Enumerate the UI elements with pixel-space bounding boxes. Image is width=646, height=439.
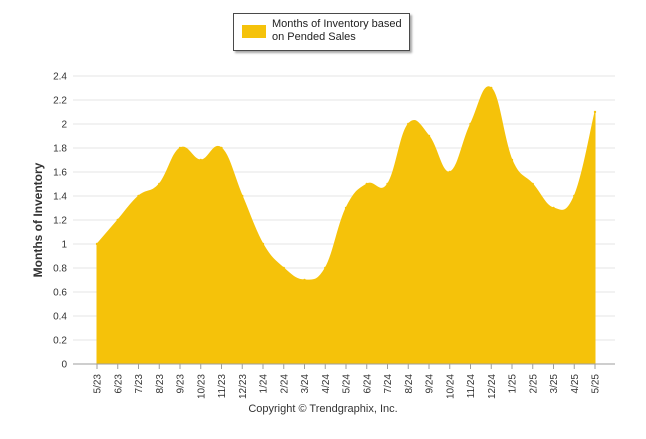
- y-tick-label: 0.2: [53, 336, 67, 347]
- data-point: [324, 266, 327, 270]
- y-tick-label: 0: [61, 360, 67, 371]
- x-tick-label: 11/23: [217, 374, 228, 399]
- data-point: [241, 194, 244, 198]
- data-point: [448, 170, 451, 174]
- x-tick-label: 10/24: [445, 374, 456, 399]
- legend-swatch: [242, 25, 266, 38]
- data-point: [158, 182, 161, 186]
- x-tick-label: 1/24: [259, 374, 270, 394]
- data-point: [199, 158, 202, 162]
- x-tick-label: 11/24: [466, 374, 477, 399]
- area-series: [96, 86, 596, 365]
- data-point: [95, 242, 99, 246]
- x-tick-label: 5/23: [93, 374, 104, 394]
- data-point: [490, 86, 493, 90]
- data-point: [282, 266, 285, 270]
- data-point: [407, 122, 410, 126]
- y-tick-label: 1.4: [53, 192, 67, 203]
- x-tick-label: 12/23: [238, 374, 249, 399]
- x-tick-label: 8/23: [155, 374, 166, 394]
- x-tick-label: 6/23: [113, 374, 124, 394]
- y-tick-label: 2: [61, 120, 67, 131]
- data-point: [116, 218, 119, 222]
- x-tick-label: 3/24: [300, 374, 311, 394]
- x-tick-label: 6/24: [362, 374, 373, 394]
- data-point: [593, 110, 597, 114]
- data-point: [427, 134, 431, 138]
- data-point: [573, 194, 576, 198]
- data-point: [365, 182, 368, 186]
- y-tick-label: 1.6: [53, 168, 67, 179]
- y-axis-title: Months of Inventory: [31, 162, 45, 277]
- x-tick-label: 7/23: [134, 374, 145, 394]
- y-tick-label: 0.4: [53, 312, 67, 323]
- y-tick-label: 2.4: [53, 72, 67, 83]
- data-point: [531, 182, 534, 186]
- x-tick-label: 2/25: [528, 374, 539, 394]
- x-tick-label: 5/25: [591, 374, 602, 394]
- y-tick-label: 0.6: [53, 288, 67, 299]
- data-point: [469, 122, 472, 126]
- x-tick-label: 4/24: [321, 374, 332, 394]
- x-tick-label: 9/23: [176, 374, 187, 394]
- x-tick-label: 5/24: [342, 374, 353, 394]
- data-point: [220, 146, 223, 150]
- data-point: [303, 278, 306, 282]
- y-tick-label: 2.2: [53, 96, 67, 107]
- y-tick-label: 1: [61, 240, 67, 251]
- x-tick-label: 1/25: [508, 374, 519, 394]
- x-tick-label: 4/25: [570, 374, 581, 394]
- y-tick-label: 1.2: [53, 216, 67, 227]
- x-tick-label: 8/24: [404, 374, 415, 394]
- copyright-text: Copyright © Trendgraphix, Inc.: [248, 403, 398, 415]
- x-tick-label: 7/24: [383, 374, 394, 394]
- data-point: [386, 182, 389, 186]
- legend-label: Months of Inventory based on Pended Sale…: [272, 18, 402, 43]
- y-tick-label: 0.8: [53, 264, 67, 275]
- x-tick-label: 9/24: [425, 374, 436, 394]
- x-tick-label: 12/24: [487, 374, 498, 399]
- x-tick-label: 10/23: [196, 374, 207, 399]
- data-point: [510, 158, 514, 162]
- data-point: [552, 206, 555, 210]
- x-tick-label: 3/25: [549, 374, 560, 394]
- data-point: [178, 146, 182, 150]
- data-point: [137, 194, 140, 198]
- data-point: [344, 206, 348, 210]
- y-tick-label: 1.8: [53, 144, 67, 155]
- data-point: [261, 242, 265, 246]
- legend: Months of Inventory based on Pended Sale…: [233, 13, 410, 51]
- x-tick-label: 2/24: [279, 374, 290, 394]
